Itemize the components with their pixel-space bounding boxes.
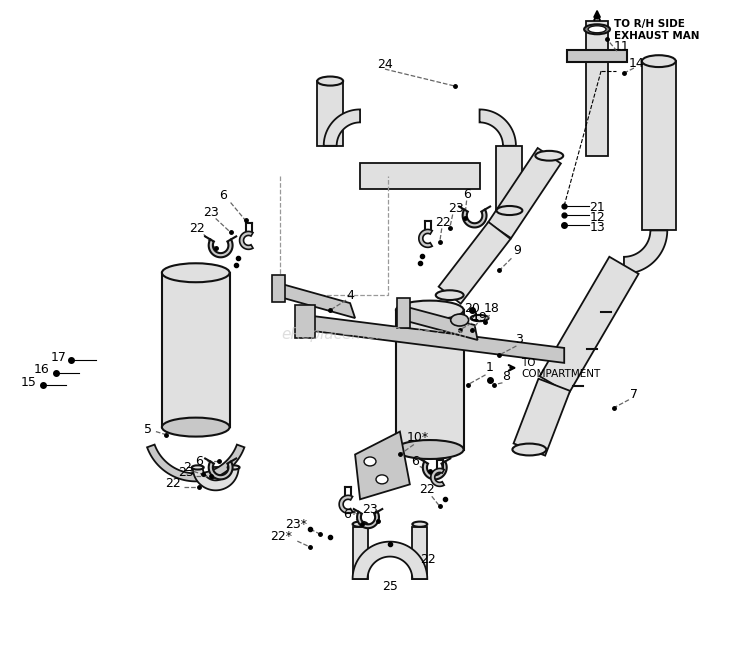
Text: 4: 4 <box>346 289 354 301</box>
Text: 6: 6 <box>411 455 419 468</box>
Ellipse shape <box>436 290 463 300</box>
Text: 20: 20 <box>464 301 479 315</box>
Ellipse shape <box>642 55 676 67</box>
Text: 22: 22 <box>165 477 181 490</box>
Polygon shape <box>430 468 444 486</box>
Polygon shape <box>355 432 410 500</box>
Text: 6: 6 <box>219 189 226 202</box>
Polygon shape <box>642 61 676 230</box>
Text: 9: 9 <box>514 244 521 257</box>
Polygon shape <box>296 305 315 338</box>
Ellipse shape <box>512 444 546 456</box>
Ellipse shape <box>227 466 239 470</box>
Ellipse shape <box>451 314 469 326</box>
Text: 23: 23 <box>362 503 378 516</box>
Polygon shape <box>352 542 428 579</box>
Ellipse shape <box>584 24 610 34</box>
Polygon shape <box>360 163 479 189</box>
Polygon shape <box>586 21 608 155</box>
Polygon shape <box>352 527 368 579</box>
Text: 23: 23 <box>178 466 194 479</box>
Polygon shape <box>496 146 523 211</box>
Text: eReplacementParts.com: eReplacementParts.com <box>282 327 468 342</box>
Text: 16: 16 <box>34 364 50 376</box>
Text: 8: 8 <box>503 370 511 384</box>
Text: 5: 5 <box>144 423 152 436</box>
Ellipse shape <box>470 315 488 321</box>
Ellipse shape <box>396 440 464 459</box>
Text: 2: 2 <box>183 461 190 474</box>
Text: 14: 14 <box>629 57 645 69</box>
Polygon shape <box>209 239 232 257</box>
Polygon shape <box>624 230 668 273</box>
Polygon shape <box>239 231 253 249</box>
Bar <box>396 310 464 450</box>
Polygon shape <box>413 527 428 579</box>
Polygon shape <box>397 298 410 328</box>
Polygon shape <box>567 50 627 62</box>
Polygon shape <box>488 148 561 238</box>
Ellipse shape <box>413 522 428 527</box>
Polygon shape <box>514 379 570 456</box>
Text: 10*: 10* <box>406 431 429 444</box>
Ellipse shape <box>162 418 230 437</box>
Bar <box>162 273 230 427</box>
Polygon shape <box>275 282 355 318</box>
Text: 22*: 22* <box>271 530 292 543</box>
Text: 22: 22 <box>435 216 451 229</box>
Text: 22: 22 <box>189 222 205 235</box>
Ellipse shape <box>317 77 344 85</box>
Polygon shape <box>439 222 511 303</box>
Polygon shape <box>463 209 487 227</box>
Ellipse shape <box>588 26 606 33</box>
Text: 15: 15 <box>20 376 37 390</box>
Text: 23: 23 <box>202 206 218 219</box>
Text: 6: 6 <box>463 188 470 201</box>
Polygon shape <box>357 512 379 528</box>
Ellipse shape <box>162 263 230 282</box>
Text: 1: 1 <box>485 362 494 374</box>
Ellipse shape <box>396 301 464 319</box>
Ellipse shape <box>536 151 563 161</box>
Polygon shape <box>479 109 516 146</box>
Text: 4: 4 <box>471 311 478 325</box>
Polygon shape <box>317 81 344 146</box>
Text: TO R/H SIDE
EXHAUST MAN: TO R/H SIDE EXHAUST MAN <box>614 19 700 41</box>
Text: 22: 22 <box>420 552 436 566</box>
Text: 6*: 6* <box>343 508 357 521</box>
Text: 3: 3 <box>515 334 523 346</box>
Text: 7: 7 <box>630 388 638 402</box>
Ellipse shape <box>376 475 388 484</box>
Text: 6: 6 <box>195 455 202 468</box>
Polygon shape <box>540 257 638 394</box>
Text: 24: 24 <box>377 57 393 71</box>
Polygon shape <box>400 305 478 340</box>
Text: 13: 13 <box>590 221 605 234</box>
Ellipse shape <box>496 206 523 215</box>
Ellipse shape <box>352 522 368 527</box>
Polygon shape <box>419 229 432 247</box>
Text: 18: 18 <box>484 301 500 315</box>
Text: 23: 23 <box>448 202 464 215</box>
Ellipse shape <box>364 457 376 466</box>
Polygon shape <box>324 109 360 146</box>
Text: 11: 11 <box>614 40 630 53</box>
Ellipse shape <box>192 466 204 470</box>
Text: 12: 12 <box>590 211 605 224</box>
Polygon shape <box>305 315 564 363</box>
Polygon shape <box>423 462 447 480</box>
Polygon shape <box>209 462 232 480</box>
Polygon shape <box>193 468 238 490</box>
Text: 22: 22 <box>419 483 435 496</box>
Text: TO
COMPARTMENT: TO COMPARTMENT <box>521 358 601 380</box>
Text: 17: 17 <box>50 352 66 364</box>
Polygon shape <box>339 496 352 513</box>
Polygon shape <box>147 445 244 482</box>
Polygon shape <box>272 275 285 302</box>
Polygon shape <box>211 468 220 488</box>
Text: 19: 19 <box>472 311 488 323</box>
Text: 23*: 23* <box>285 518 308 531</box>
Text: 21: 21 <box>590 201 605 214</box>
Text: 25: 25 <box>382 580 398 594</box>
